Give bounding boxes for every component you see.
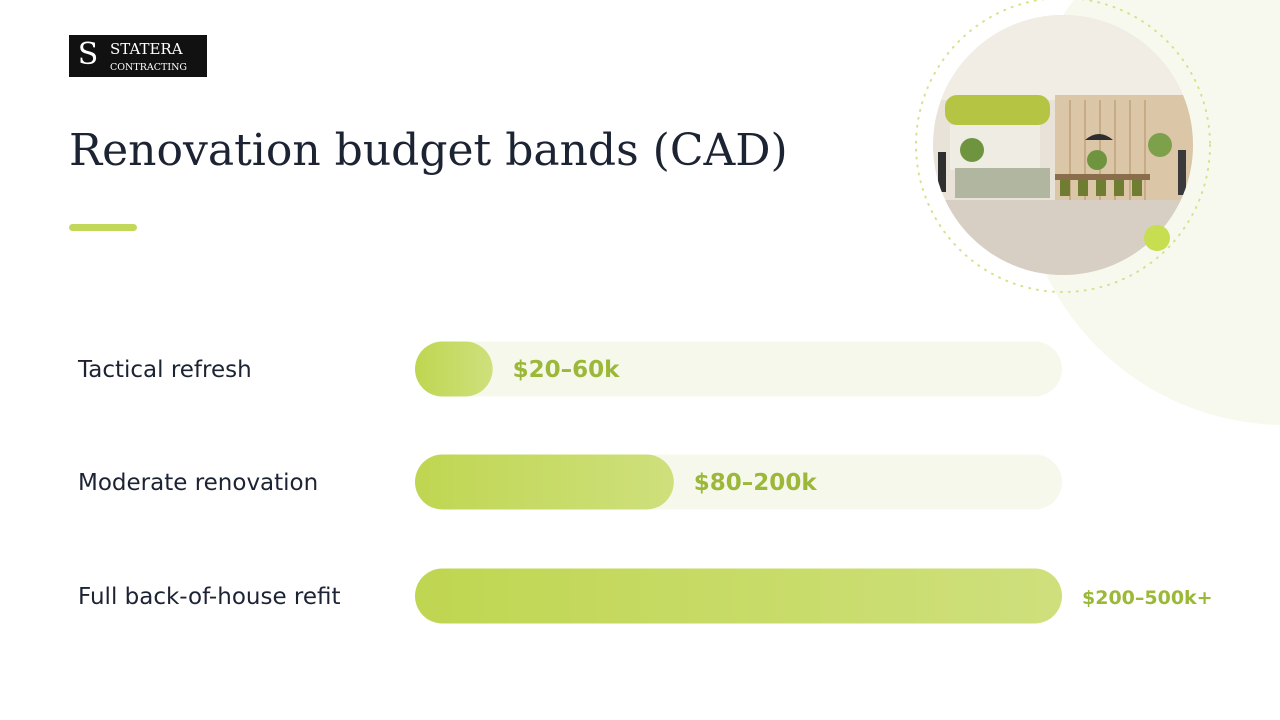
value-label: $80–200k <box>694 470 818 496</box>
category-label: Tactical refresh <box>77 357 252 383</box>
bar <box>415 568 1062 624</box>
logo-monogram: S <box>78 37 99 72</box>
track <box>415 341 1062 397</box>
category-label: Full back-of-house refit <box>78 584 341 610</box>
bar <box>415 454 674 510</box>
logo-name: STATERA <box>110 40 183 58</box>
logo-box <box>69 35 207 77</box>
category-label: Moderate renovation <box>78 470 318 496</box>
value-label: $200–500k+ <box>1082 587 1213 609</box>
dotted-ring <box>915 0 1211 293</box>
title-accent <box>69 224 137 231</box>
bar <box>415 341 493 397</box>
bars: Tactical refresh $20–60k Moderate renovati… <box>77 341 1213 624</box>
value-label: $20–60k <box>513 357 621 383</box>
accent-dot <box>1144 225 1170 251</box>
logo-tagline: CONTRACTING <box>110 62 187 73</box>
chart-title: Renovation budget bands (CAD) <box>69 125 788 176</box>
